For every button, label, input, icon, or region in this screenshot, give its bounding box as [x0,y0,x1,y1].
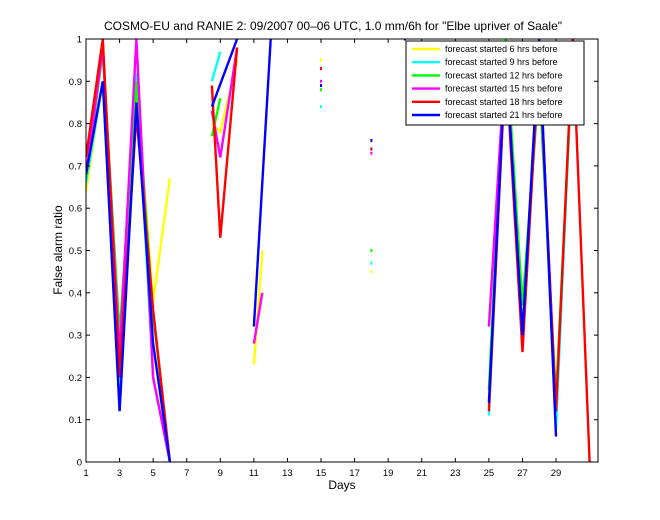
x-tick-label: 23 [450,468,461,479]
x-tick-label: 15 [316,468,327,479]
x-tick-label: 21 [416,468,427,479]
series-point [320,67,323,71]
series-point [370,249,373,252]
x-tick-label: 17 [349,468,360,479]
series-line-segment [86,39,172,462]
legend-entry-label: forecast started 21 hrs before [445,110,563,120]
series-point [370,139,373,143]
series-point [370,147,373,151]
x-tick-label: 7 [184,468,189,479]
series-point [320,84,323,88]
series-line-segment [210,39,239,108]
series-point [370,261,373,265]
x-tick-label: 29 [551,468,562,479]
y-tick-label: 0 [77,458,82,469]
legend-entry-label: forecast started 15 hrs before [445,84,563,94]
x-tick-label: 1 [83,468,88,479]
x-tick-label: 27 [517,468,528,479]
series-line-segment [86,81,172,462]
x-axis-label: Days [328,478,355,492]
series-6 [86,39,558,462]
y-tick-label: 0.7 [69,161,82,172]
legend-box [405,40,585,126]
x-tick-label: 13 [282,468,293,479]
series-line-segment [210,47,239,238]
y-tick-label: 0.3 [69,331,82,342]
series-point [403,39,406,41]
series-point [320,105,323,109]
y-tick-label: 0.1 [69,415,82,426]
x-tick-label: 5 [150,468,155,479]
chart-title: COSMO-EU and RANIE 2: 09/2007 00–06 UTC,… [104,19,562,33]
x-tick-label: 19 [383,468,394,479]
y-tick-label: 0.2 [69,373,82,384]
y-axis: 0 0.1 0.2 0.3 0.4 0.5 0.6 0.7 0.8 0.9 1 [69,35,598,469]
series-point [370,270,373,274]
series-line-segment [487,39,558,437]
series-line-segment [252,292,264,344]
series-point [320,88,323,92]
series-line-segment [210,51,222,82]
legend-entry-label: forecast started 9 hrs before [445,57,558,67]
y-axis-label: False alarm ratio [51,205,65,295]
x-tick-label: 25 [484,468,495,479]
legend: forecast started 6 hrs before forecast st… [405,40,585,126]
x-tick-label: 3 [117,468,122,479]
series-line-segment [252,250,264,365]
legend-entry-label: forecast started 6 hrs before [445,44,558,54]
legend-entry-label: forecast started 18 hrs before [445,97,563,107]
x-axis: 1 3 5 7 9 11 13 15 17 19 21 23 25 27 29 [83,39,561,479]
y-tick-label: 0.8 [69,119,82,130]
y-tick-label: 0.9 [69,77,82,88]
x-tick-label: 11 [249,468,259,479]
x-tick-label: 9 [218,468,223,479]
y-tick-label: 0.6 [69,204,82,215]
legend-entry-label: forecast started 12 hrs before [445,70,563,80]
y-tick-label: 1 [77,35,82,46]
series-point [320,58,323,62]
series-line-segment [252,39,272,327]
series-point [320,79,323,83]
y-tick-label: 0.4 [69,288,82,299]
y-tick-label: 0.5 [69,246,82,257]
series-point [370,151,373,155]
